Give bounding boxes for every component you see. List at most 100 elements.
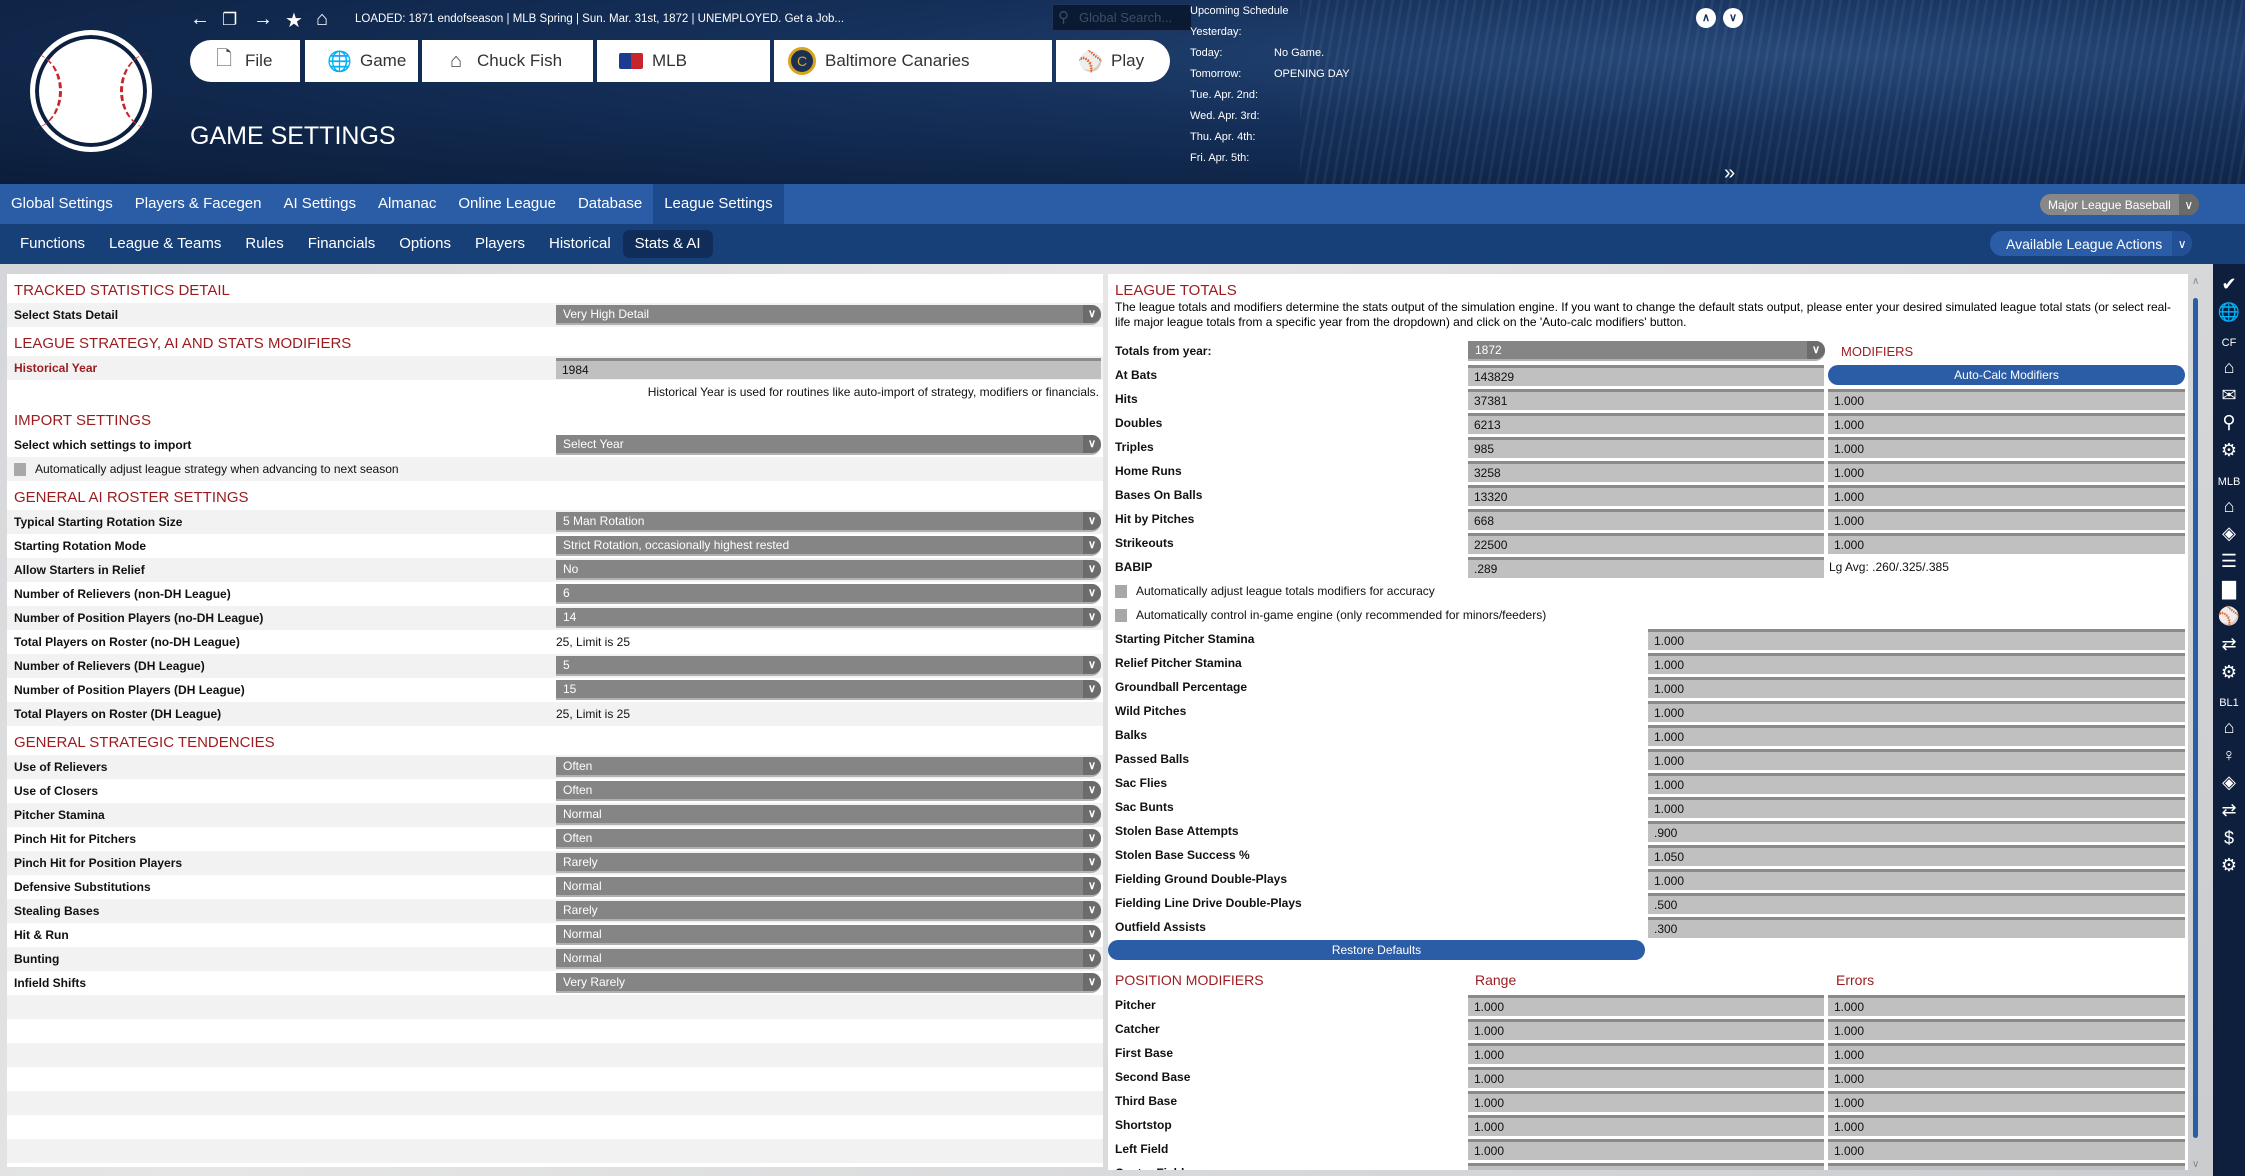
play-button[interactable]: ⚾ Play xyxy=(1056,40,1170,82)
manager-button[interactable]: ⌂ Chuck Fish xyxy=(422,40,593,82)
balks-input[interactable]: 1.000 xyxy=(1648,724,2185,746)
gear-icon[interactable]: ⚙ xyxy=(2220,661,2238,682)
copy-icon[interactable]: ❐ xyxy=(222,10,238,29)
tab-almanac[interactable]: Almanac xyxy=(378,195,437,212)
home-runs-modifier-input[interactable]: 1.000 xyxy=(1828,460,2185,482)
babip-total-input[interactable]: .289 xyxy=(1468,556,1824,578)
wild-pitches-input[interactable]: 1.000 xyxy=(1648,700,2185,722)
file-button[interactable]: 🗋 File xyxy=(190,40,300,82)
left-field-errors-input[interactable]: 1.000 xyxy=(1828,1138,2185,1160)
at-bats-total-input[interactable]: 143829 xyxy=(1468,364,1824,386)
global-search-input[interactable]: ⚲ Global Search... xyxy=(1052,4,1192,31)
scrollbar-thumb[interactable] xyxy=(2193,298,2198,1138)
third-base-range-input[interactable]: 1.000 xyxy=(1468,1090,1824,1112)
strikeouts-total-input[interactable]: 22500 xyxy=(1468,532,1824,554)
schedule-down-button[interactable]: ∨ xyxy=(1723,8,1743,28)
game-button[interactable]: 🌐 Game xyxy=(305,40,418,82)
starting-rotation-mode-select[interactable]: Strict Rotation, occasionally highest re… xyxy=(556,536,1101,556)
home-icon[interactable]: ⌂ xyxy=(2223,717,2235,737)
auto-calc-modifiers-button[interactable]: Auto-Calc Modifiers xyxy=(1828,365,2185,385)
stolen-base-success-input[interactable]: 1.050 xyxy=(1648,844,2185,866)
sac-flies-input[interactable]: 1.000 xyxy=(1648,772,2185,794)
tab-ai-settings[interactable]: AI Settings xyxy=(283,195,357,212)
hit-run-select[interactable]: Normal xyxy=(556,925,1101,945)
scrollbar[interactable]: ∧ ∨ xyxy=(2192,276,2200,1170)
catcher-range-input[interactable]: 1.000 xyxy=(1468,1018,1824,1040)
mlb-button[interactable]: MLB xyxy=(597,40,770,82)
tab-league-settings[interactable]: League Settings xyxy=(653,184,784,224)
diamond-icon[interactable]: ◈ xyxy=(2222,772,2236,793)
back-arrow-icon[interactable]: ← xyxy=(190,8,210,30)
center-field-errors-input[interactable]: 1.000 xyxy=(1828,1162,2185,1170)
second-base-range-input[interactable]: 1.000 xyxy=(1468,1066,1824,1088)
checkbox-box[interactable] xyxy=(1115,608,1127,622)
number-of-relievers-dh-league-select[interactable]: 5 xyxy=(556,656,1101,676)
subtab-stats-ai[interactable]: Stats & AI xyxy=(622,230,713,258)
starting-pitcher-stamina-input[interactable]: 1.000 xyxy=(1648,628,2185,650)
center-field-range-input[interactable]: 1.000 xyxy=(1468,1162,1824,1170)
transfer-icon[interactable]: ⇄ xyxy=(2221,800,2237,821)
bases-on-balls-modifier-input[interactable]: 1.000 xyxy=(1828,484,2185,506)
use-of-relievers-select[interactable]: Often xyxy=(556,757,1101,777)
select-which-settings-to-import-select[interactable]: Select Year xyxy=(556,435,1101,455)
gear-icon[interactable]: ⚙ xyxy=(2220,855,2238,876)
sac-bunts-input[interactable]: 1.000 xyxy=(1648,796,2185,818)
dollar-icon[interactable]: $ xyxy=(2223,827,2234,848)
first-base-range-input[interactable]: 1.000 xyxy=(1468,1042,1824,1064)
hits-modifier-input[interactable]: 1.000 xyxy=(1828,388,2185,410)
league-actions-dropdown[interactable]: Available League Actions ∨ xyxy=(1990,231,2193,256)
subtab-players[interactable]: Players xyxy=(474,235,525,252)
transfer-icon[interactable]: ⇄ xyxy=(2221,633,2237,654)
stolen-base-attempts-input[interactable]: .900 xyxy=(1648,820,2185,842)
number-of-relievers-non-dh-league-select[interactable]: 6 xyxy=(556,584,1101,604)
mail-icon[interactable]: ✉ xyxy=(2221,384,2237,405)
subtab-functions[interactable]: Functions xyxy=(20,235,86,252)
list-icon[interactable]: ☰ xyxy=(2220,550,2238,571)
relief-pitcher-stamina-input[interactable]: 1.000 xyxy=(1648,652,2185,674)
number-of-position-players-dh-league-select[interactable]: 15 xyxy=(556,680,1101,700)
auto-adjust-strategy-checkbox[interactable]: Automatically adjust league strategy whe… xyxy=(14,462,399,476)
pitcher-range-input[interactable]: 1.000 xyxy=(1468,994,1824,1016)
pitcher-stamina-select[interactable]: Normal xyxy=(556,805,1101,825)
typical-starting-rotation-size-select[interactable]: 5 Man Rotation xyxy=(556,512,1101,532)
catcher-errors-input[interactable]: 1.000 xyxy=(1828,1018,2185,1040)
search-icon[interactable]: ⚲ xyxy=(2222,412,2236,433)
left-field-range-input[interactable]: 1.000 xyxy=(1468,1138,1824,1160)
number-of-position-players-no-dh-league-select[interactable]: 14 xyxy=(556,608,1101,628)
use-of-closers-select[interactable]: Often xyxy=(556,781,1101,801)
stealing-bases-select[interactable]: Rarely xyxy=(556,901,1101,921)
subtab-options[interactable]: Options xyxy=(399,235,451,252)
groundball-percentage-input[interactable]: 1.000 xyxy=(1648,676,2185,698)
diamond-icon[interactable]: ◈ xyxy=(2222,523,2236,544)
globe-icon[interactable]: 🌐 xyxy=(2217,301,2241,322)
pitcher-errors-input[interactable]: 1.000 xyxy=(1828,994,2185,1016)
tab-online-league[interactable]: Online League xyxy=(458,195,556,212)
defensive-substitutions-select[interactable]: Normal xyxy=(556,877,1101,897)
tab-players-facegen[interactable]: Players & Facegen xyxy=(134,195,262,212)
auto-checkbox[interactable]: Automatically control in-game engine (on… xyxy=(1115,608,1546,622)
fielding-line-drive-double-plays-input[interactable]: .500 xyxy=(1648,892,2185,914)
allow-starters-in-relief-select[interactable]: No xyxy=(556,560,1101,580)
third-base-errors-input[interactable]: 1.000 xyxy=(1828,1090,2185,1112)
hits-total-input[interactable]: 37381 xyxy=(1468,388,1824,410)
star-icon[interactable]: ★ xyxy=(285,10,303,32)
hit-by-pitches-modifier-input[interactable]: 1.000 xyxy=(1828,508,2185,530)
subtab-rules[interactable]: Rules xyxy=(245,235,284,252)
fielding-ground-double-plays-input[interactable]: 1.000 xyxy=(1648,868,2185,890)
pitcher-icon[interactable]: ♀ xyxy=(2222,744,2236,765)
bar-chart-icon[interactable]: ▇ xyxy=(2222,578,2236,599)
check-icon[interactable]: ✔ xyxy=(2221,274,2237,294)
strikeouts-modifier-input[interactable]: 1.000 xyxy=(1828,532,2185,554)
hit-by-pitches-total-input[interactable]: 668 xyxy=(1468,508,1824,530)
tab-database[interactable]: Database xyxy=(577,195,643,212)
first-base-errors-input[interactable]: 1.000 xyxy=(1828,1042,2185,1064)
subtab-league-teams[interactable]: League & Teams xyxy=(109,235,222,252)
home-icon[interactable]: ⌂ xyxy=(316,8,329,30)
second-base-errors-input[interactable]: 1.000 xyxy=(1828,1066,2185,1088)
subtab-historical[interactable]: Historical xyxy=(548,235,611,252)
tab-global-settings[interactable]: Global Settings xyxy=(11,195,113,212)
triples-modifier-input[interactable]: 1.000 xyxy=(1828,436,2185,458)
league-select[interactable]: Major League Baseball ∨ xyxy=(2040,194,2199,215)
totals-from-year-select[interactable]: 1872 xyxy=(1468,341,1825,361)
triples-total-input[interactable]: 985 xyxy=(1468,436,1824,458)
